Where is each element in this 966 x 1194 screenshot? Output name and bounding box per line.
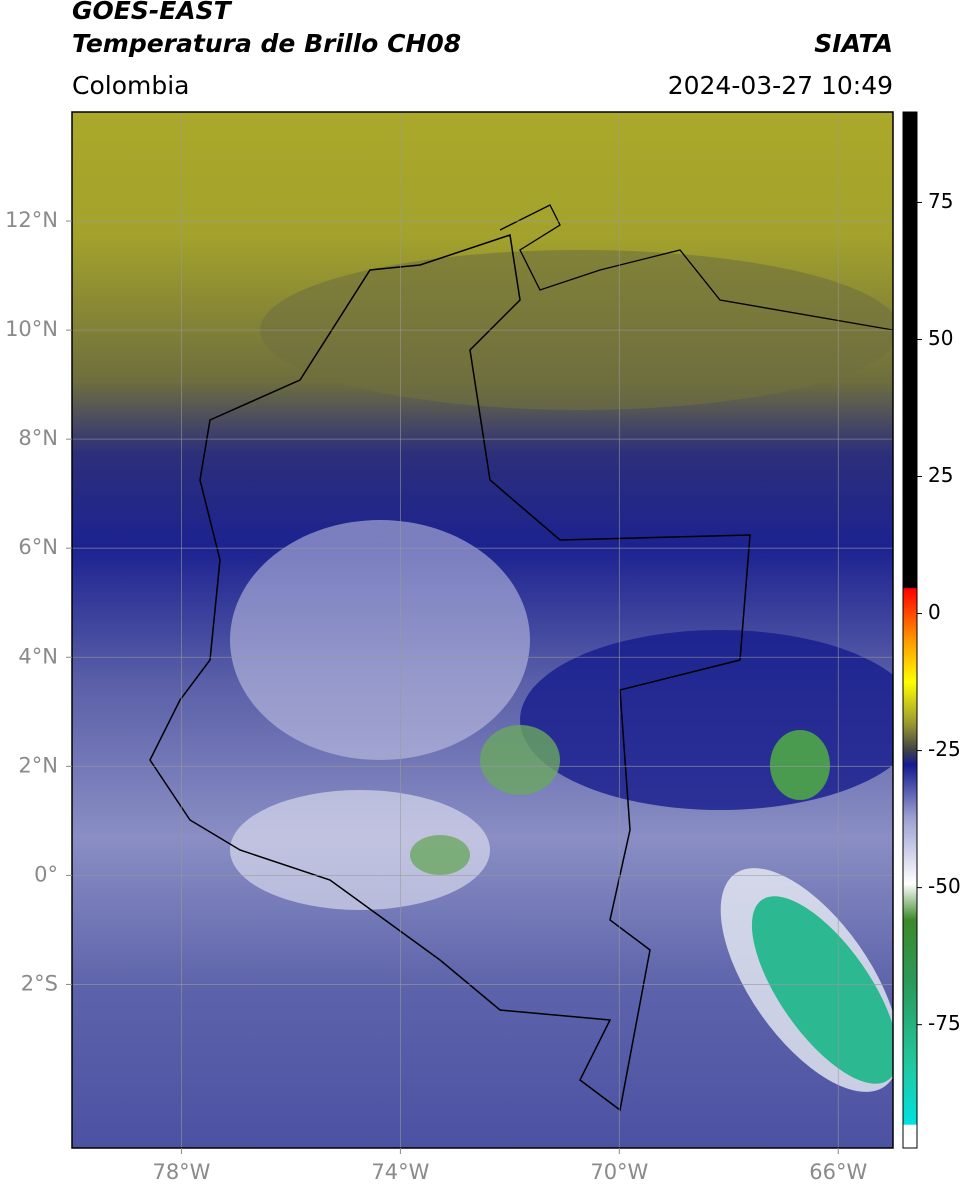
- datetime: 2024-03-27 10:49: [668, 71, 893, 100]
- map-frame: [71, 111, 894, 1149]
- cloud-field: [230, 520, 530, 760]
- lon-tick-label: 66°W: [809, 1160, 867, 1184]
- lat-tick-label: 4°N: [18, 644, 58, 668]
- graticule: [72, 112, 893, 1148]
- colorbar-tick-label: 50: [928, 326, 953, 350]
- cloud-field: [230, 790, 490, 910]
- border: [149, 234, 751, 1112]
- colorbar-tick-label: 25: [928, 463, 953, 487]
- lat-tick-label: 2°S: [21, 971, 58, 995]
- lat-tick-label: 12°N: [5, 208, 58, 232]
- cold-tops: [480, 725, 560, 795]
- colorbar-tick-label: -75: [928, 1011, 961, 1035]
- subtitle: Temperatura de Brillo CH08: [72, 29, 461, 58]
- cold-tops: [770, 730, 830, 800]
- lat-tick-label: 2°N: [18, 753, 58, 777]
- lon-tick-label: 78°W: [152, 1160, 210, 1184]
- cold-tops: [410, 835, 470, 875]
- source: SIATA: [814, 29, 893, 58]
- colorbar-tick-label: -50: [928, 874, 961, 898]
- lat-tick-label: 10°N: [5, 317, 58, 341]
- lat-tick-label: 8°N: [18, 426, 58, 450]
- title: GOES-EAST: [72, 0, 233, 25]
- colorbar-tick-label: -25: [928, 737, 961, 761]
- imagery: [72, 112, 893, 1148]
- colorbar: [902, 111, 918, 1149]
- lon-tick-label: 70°W: [590, 1160, 648, 1184]
- lat-tick-label: 6°N: [18, 535, 58, 559]
- region: Colombia: [72, 71, 189, 100]
- colorbar-tick-label: 0: [928, 600, 941, 624]
- cold-tops: [751, 896, 893, 1084]
- lon-tick-label: 74°W: [371, 1160, 429, 1184]
- colorbar-tick-label: 75: [928, 189, 953, 213]
- lat-tick-label: 0°: [34, 862, 58, 886]
- coastline: [499, 204, 893, 331]
